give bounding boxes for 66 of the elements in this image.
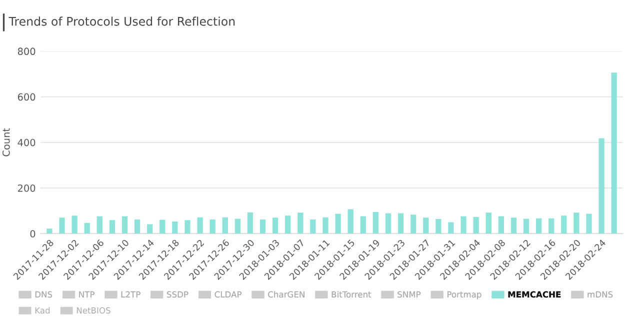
- bar: [72, 216, 78, 234]
- bar: [473, 216, 479, 234]
- bar: [172, 222, 178, 234]
- bar: [598, 138, 604, 234]
- legend-label: SSDP: [167, 291, 188, 298]
- bar: [234, 218, 240, 234]
- bar: [84, 222, 90, 234]
- bar: [423, 218, 429, 234]
- y-tick-label: 800: [18, 48, 36, 56]
- bar: [272, 218, 278, 234]
- legend-label: L2TP: [121, 291, 140, 298]
- chart-title: Trends of Protocols Used for Reflection: [8, 16, 235, 26]
- bar: [460, 216, 466, 234]
- bar: [586, 214, 592, 234]
- bar: [298, 212, 304, 234]
- bar: [285, 216, 291, 234]
- bar: [109, 220, 116, 234]
- bar: [448, 222, 454, 234]
- legend-label: MEMCACHE: [508, 291, 561, 298]
- bar: [436, 219, 442, 234]
- bar: [498, 216, 504, 234]
- legend-label: Kad: [35, 307, 50, 314]
- bar: [197, 217, 203, 234]
- y-tick-label: 0: [30, 230, 36, 238]
- bar: [260, 219, 266, 234]
- bar: [574, 212, 580, 234]
- bar: [611, 72, 617, 234]
- bar: [310, 219, 316, 234]
- bar: [122, 216, 128, 234]
- bar: [385, 213, 392, 234]
- bar: [46, 228, 52, 234]
- bar: [59, 218, 65, 234]
- bar: [523, 218, 530, 234]
- legend-label: mDNS: [588, 291, 613, 298]
- bar: [372, 212, 379, 234]
- bar: [561, 216, 567, 234]
- bar: [184, 220, 190, 234]
- legend-label: SNMP: [398, 291, 421, 298]
- legend-label: DNS: [35, 291, 52, 298]
- y-tick-label: 400: [18, 138, 36, 146]
- y-tick-label: 200: [18, 184, 36, 192]
- bar: [247, 212, 254, 234]
- bar: [486, 212, 492, 234]
- bar: [348, 209, 354, 234]
- bar: [510, 218, 517, 234]
- bar: [360, 216, 366, 234]
- bar: [222, 217, 228, 234]
- bar: [96, 216, 102, 234]
- bar: [410, 214, 416, 234]
- bar: [322, 217, 328, 234]
- legend-label: NetBIOS: [76, 307, 110, 314]
- legend-label: NTP: [79, 291, 94, 298]
- bar: [548, 218, 554, 234]
- bar: [134, 219, 140, 234]
- y-axis-title: Count: [2, 128, 10, 156]
- legend-label: Portmap: [448, 291, 482, 300]
- bar: [160, 220, 166, 234]
- y-tick-label: 600: [18, 93, 36, 101]
- bar: [147, 224, 153, 234]
- bar: [536, 218, 542, 234]
- bar: [335, 214, 341, 234]
- legend-label: CLDAP: [214, 291, 242, 298]
- legend-label: CharGEN: [268, 291, 304, 298]
- bar: [398, 213, 404, 234]
- bar: [210, 219, 216, 234]
- legend-label: BitTorrent: [332, 291, 372, 298]
